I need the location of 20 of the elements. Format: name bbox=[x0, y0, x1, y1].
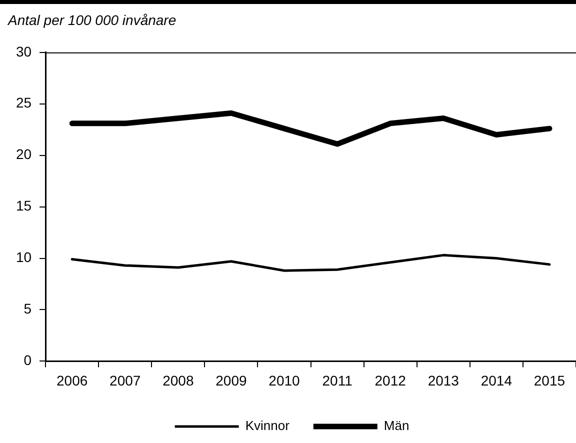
y-tick-label: 0 bbox=[24, 352, 32, 368]
x-tick-label: 2008 bbox=[162, 372, 194, 388]
y-axis-title: Antal per 100 000 invånare bbox=[8, 12, 176, 28]
x-tick-label: 2006 bbox=[56, 372, 88, 388]
legend-label: Män bbox=[384, 418, 410, 434]
legend-label: Kvinnor bbox=[245, 418, 290, 434]
y-tick-label: 10 bbox=[16, 249, 32, 266]
x-tick-label: 2010 bbox=[268, 372, 300, 388]
y-tick-label: 25 bbox=[16, 94, 32, 111]
y-tick-label: 15 bbox=[16, 198, 32, 214]
y-tick-label: 20 bbox=[16, 146, 32, 162]
y-tick-label: 5 bbox=[24, 300, 32, 317]
x-tick-label: 2014 bbox=[480, 372, 512, 388]
x-tick-label: 2007 bbox=[110, 372, 141, 388]
y-tick-label: 30 bbox=[16, 43, 32, 60]
x-tick-label: 2015 bbox=[534, 372, 566, 388]
x-tick-label: 2013 bbox=[428, 372, 460, 388]
x-tick-label: 2009 bbox=[216, 372, 247, 388]
x-tick-label: 2012 bbox=[374, 372, 406, 388]
x-tick-label: 2011 bbox=[322, 372, 353, 388]
